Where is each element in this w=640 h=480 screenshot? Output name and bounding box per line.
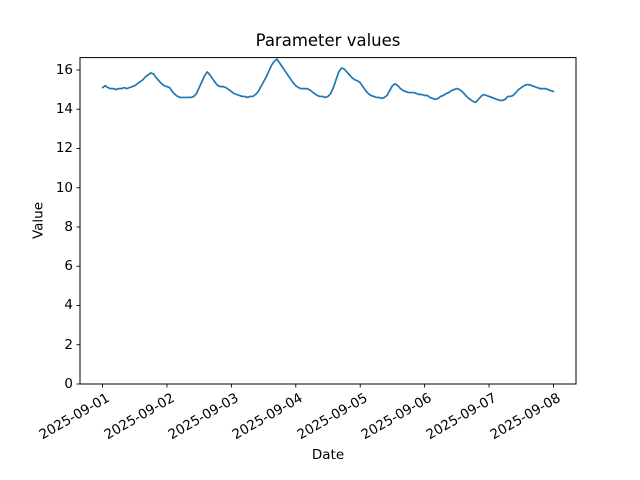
y-tick-label: 16 xyxy=(55,61,73,78)
y-tick-label: 6 xyxy=(64,258,73,275)
y-tick-label: 2 xyxy=(64,336,73,353)
y-tick-label: 0 xyxy=(64,376,73,392)
y-tick-label: 4 xyxy=(64,297,73,314)
y-tick-label: 10 xyxy=(55,179,73,196)
line-series xyxy=(101,58,555,104)
y-tick-label: 14 xyxy=(55,101,73,118)
chart-title: Parameter values xyxy=(255,31,401,50)
y-tick-label: 12 xyxy=(55,140,73,157)
axes-spines xyxy=(79,57,577,385)
x-axis-label: Date xyxy=(311,447,345,463)
y-tick-label: 8 xyxy=(64,218,73,235)
